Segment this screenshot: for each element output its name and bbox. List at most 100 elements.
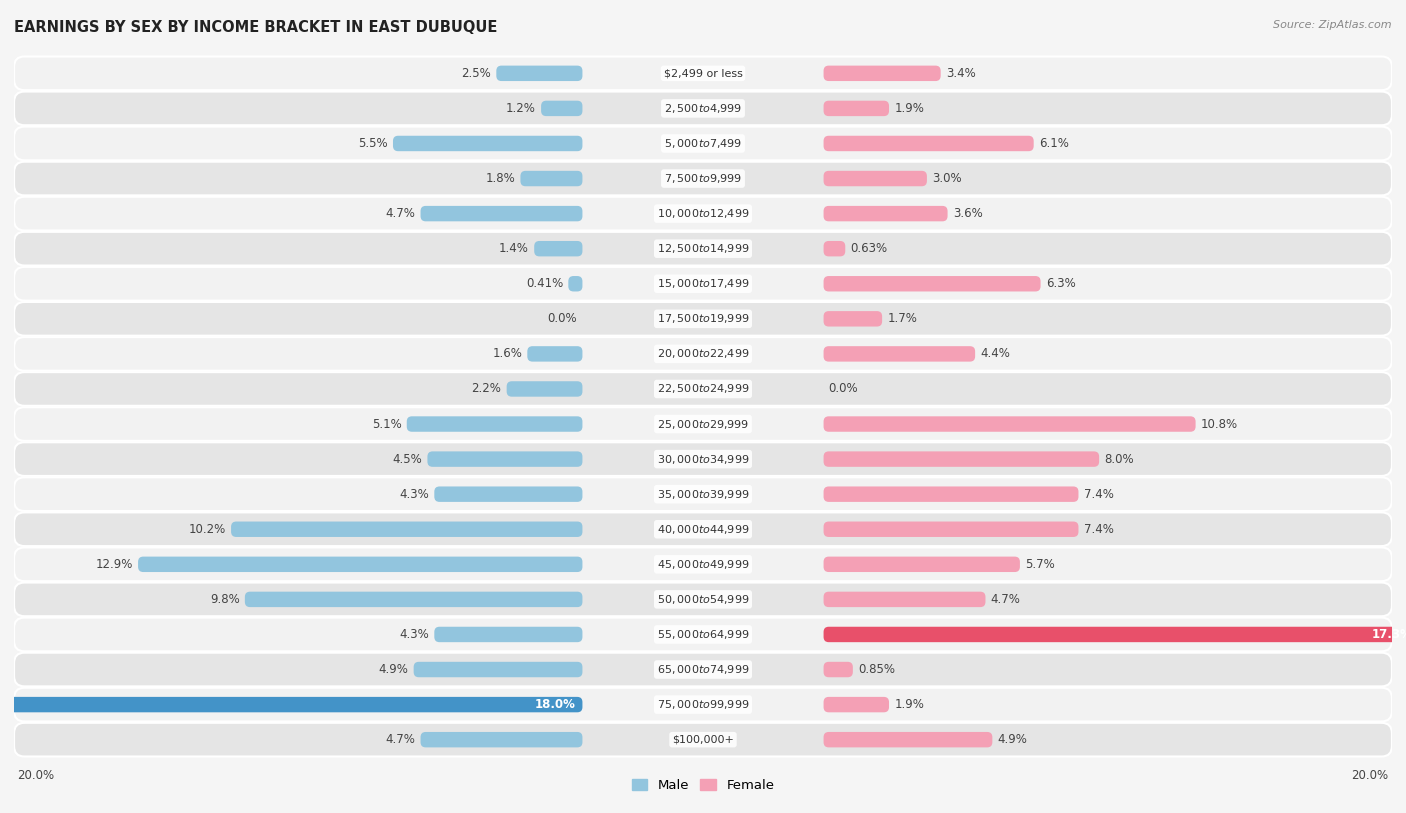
Text: 18.0%: 18.0%	[534, 698, 575, 711]
Text: 3.4%: 3.4%	[946, 67, 976, 80]
Text: 0.41%: 0.41%	[526, 277, 564, 290]
Text: 4.3%: 4.3%	[399, 628, 429, 641]
Text: 20.0%: 20.0%	[1351, 769, 1389, 782]
Text: 5.5%: 5.5%	[359, 137, 388, 150]
FancyBboxPatch shape	[14, 127, 1392, 160]
FancyBboxPatch shape	[14, 618, 1392, 651]
FancyBboxPatch shape	[406, 416, 582, 432]
FancyBboxPatch shape	[427, 451, 582, 467]
FancyBboxPatch shape	[824, 241, 845, 256]
Text: 5.7%: 5.7%	[1025, 558, 1054, 571]
FancyBboxPatch shape	[413, 662, 582, 677]
FancyBboxPatch shape	[824, 627, 1406, 642]
FancyBboxPatch shape	[0, 697, 582, 712]
FancyBboxPatch shape	[824, 171, 927, 186]
FancyBboxPatch shape	[14, 302, 1392, 336]
Text: 4.7%: 4.7%	[385, 207, 415, 220]
FancyBboxPatch shape	[14, 92, 1392, 125]
Text: $75,000 to $99,999: $75,000 to $99,999	[657, 698, 749, 711]
Text: 3.6%: 3.6%	[953, 207, 983, 220]
FancyBboxPatch shape	[568, 276, 582, 292]
FancyBboxPatch shape	[527, 346, 582, 362]
FancyBboxPatch shape	[506, 381, 582, 397]
FancyBboxPatch shape	[14, 723, 1392, 757]
FancyBboxPatch shape	[14, 407, 1392, 441]
FancyBboxPatch shape	[824, 66, 941, 81]
Text: $50,000 to $54,999: $50,000 to $54,999	[657, 593, 749, 606]
Text: 12.9%: 12.9%	[96, 558, 134, 571]
Text: $15,000 to $17,499: $15,000 to $17,499	[657, 277, 749, 290]
Text: $2,500 to $4,999: $2,500 to $4,999	[664, 102, 742, 115]
Text: 0.0%: 0.0%	[828, 382, 858, 395]
Text: $20,000 to $22,499: $20,000 to $22,499	[657, 347, 749, 360]
FancyBboxPatch shape	[824, 346, 976, 362]
FancyBboxPatch shape	[824, 276, 1040, 292]
Text: 1.2%: 1.2%	[506, 102, 536, 115]
FancyBboxPatch shape	[520, 171, 582, 186]
Text: EARNINGS BY SEX BY INCOME BRACKET IN EAST DUBUQUE: EARNINGS BY SEX BY INCOME BRACKET IN EAS…	[14, 20, 498, 35]
Text: $40,000 to $44,999: $40,000 to $44,999	[657, 523, 749, 536]
Text: 6.3%: 6.3%	[1046, 277, 1076, 290]
FancyBboxPatch shape	[14, 583, 1392, 616]
FancyBboxPatch shape	[824, 557, 1019, 572]
Text: 4.9%: 4.9%	[997, 733, 1028, 746]
FancyBboxPatch shape	[231, 521, 582, 537]
FancyBboxPatch shape	[14, 267, 1392, 301]
Text: 9.8%: 9.8%	[209, 593, 239, 606]
Text: 20.0%: 20.0%	[17, 769, 55, 782]
FancyBboxPatch shape	[824, 697, 889, 712]
Text: $30,000 to $34,999: $30,000 to $34,999	[657, 453, 749, 466]
FancyBboxPatch shape	[420, 206, 582, 221]
FancyBboxPatch shape	[434, 486, 582, 502]
FancyBboxPatch shape	[14, 653, 1392, 686]
FancyBboxPatch shape	[14, 477, 1392, 511]
Text: 1.7%: 1.7%	[887, 312, 917, 325]
FancyBboxPatch shape	[824, 521, 1078, 537]
Text: 4.7%: 4.7%	[991, 593, 1021, 606]
Text: $7,500 to $9,999: $7,500 to $9,999	[664, 172, 742, 185]
FancyBboxPatch shape	[824, 101, 889, 116]
Text: $2,499 or less: $2,499 or less	[664, 68, 742, 78]
Text: $12,500 to $14,999: $12,500 to $14,999	[657, 242, 749, 255]
FancyBboxPatch shape	[14, 442, 1392, 476]
FancyBboxPatch shape	[14, 162, 1392, 195]
Text: $17,500 to $19,999: $17,500 to $19,999	[657, 312, 749, 325]
FancyBboxPatch shape	[824, 451, 1099, 467]
FancyBboxPatch shape	[245, 592, 582, 607]
Text: 2.2%: 2.2%	[471, 382, 502, 395]
Text: $65,000 to $74,999: $65,000 to $74,999	[657, 663, 749, 676]
Text: 1.6%: 1.6%	[492, 347, 522, 360]
Text: $10,000 to $12,499: $10,000 to $12,499	[657, 207, 749, 220]
FancyBboxPatch shape	[14, 232, 1392, 266]
Text: 7.4%: 7.4%	[1084, 523, 1114, 536]
FancyBboxPatch shape	[534, 241, 582, 256]
Text: 0.85%: 0.85%	[858, 663, 896, 676]
Text: 10.8%: 10.8%	[1201, 418, 1237, 431]
FancyBboxPatch shape	[824, 486, 1078, 502]
FancyBboxPatch shape	[420, 732, 582, 747]
Text: 2.5%: 2.5%	[461, 67, 491, 80]
Text: 4.9%: 4.9%	[378, 663, 409, 676]
Text: $35,000 to $39,999: $35,000 to $39,999	[657, 488, 749, 501]
FancyBboxPatch shape	[824, 311, 882, 327]
FancyBboxPatch shape	[824, 136, 1033, 151]
FancyBboxPatch shape	[138, 557, 582, 572]
Text: 5.1%: 5.1%	[371, 418, 402, 431]
FancyBboxPatch shape	[824, 662, 853, 677]
Text: 10.2%: 10.2%	[188, 523, 226, 536]
Text: $25,000 to $29,999: $25,000 to $29,999	[657, 418, 749, 431]
FancyBboxPatch shape	[14, 197, 1392, 230]
Legend: Male, Female: Male, Female	[626, 773, 780, 797]
Text: 1.8%: 1.8%	[485, 172, 515, 185]
FancyBboxPatch shape	[392, 136, 582, 151]
Text: 1.4%: 1.4%	[499, 242, 529, 255]
FancyBboxPatch shape	[824, 206, 948, 221]
Text: 3.0%: 3.0%	[932, 172, 962, 185]
FancyBboxPatch shape	[14, 512, 1392, 546]
Text: 0.63%: 0.63%	[851, 242, 887, 255]
FancyBboxPatch shape	[824, 416, 1195, 432]
Text: 1.9%: 1.9%	[894, 102, 924, 115]
Text: $22,500 to $24,999: $22,500 to $24,999	[657, 382, 749, 395]
Text: 7.4%: 7.4%	[1084, 488, 1114, 501]
FancyBboxPatch shape	[14, 337, 1392, 371]
